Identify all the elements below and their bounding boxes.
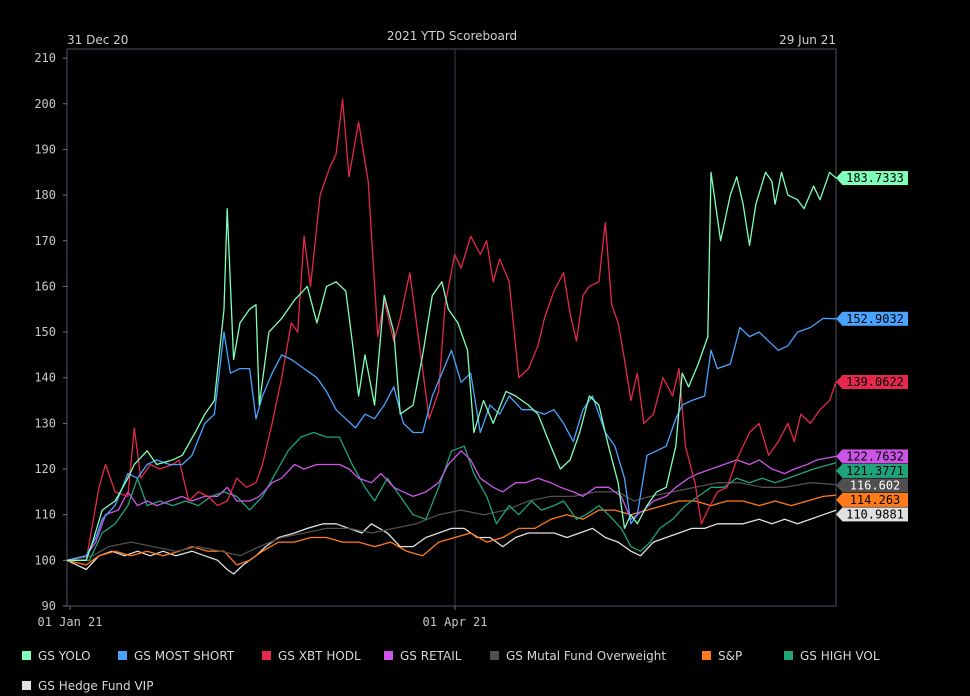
- legend-swatch: [490, 651, 499, 660]
- legend-label: GS XBT HODL: [278, 649, 361, 663]
- y-tick-label: 170: [34, 234, 56, 248]
- series-line-gs-mutal-fund-overweight: [66, 482, 837, 561]
- legend-item[interactable]: GS MOST SHORT: [118, 649, 234, 663]
- y-tick-label: 210: [34, 51, 56, 65]
- value-pointer: [836, 312, 842, 326]
- legend-label: GS Mutal Fund Overweight: [506, 649, 667, 663]
- y-tick-label: 110: [34, 508, 56, 522]
- value-pointer: [836, 171, 842, 185]
- series-line-gs-retail: [66, 450, 837, 561]
- value-box: [842, 463, 908, 478]
- legend-label: GS YOLO: [38, 649, 91, 663]
- legend-swatch: [784, 651, 793, 660]
- value-pointer: [836, 375, 842, 389]
- legend-swatch: [262, 651, 271, 660]
- series-line-gs-yolo: [67, 171, 837, 561]
- legend-label: GS HIGH VOL: [800, 649, 880, 663]
- legend-swatch: [384, 651, 393, 660]
- value-box: [842, 375, 908, 390]
- value-pointer: [836, 478, 842, 492]
- legend-item[interactable]: GS HIGH VOL: [784, 649, 880, 663]
- legend-label: GS Hedge Fund VIP: [38, 679, 154, 693]
- value-label: 122.7632: [846, 449, 904, 463]
- value-pointer: [836, 507, 842, 521]
- value-label: 110.9881: [846, 507, 904, 521]
- legend-item[interactable]: GS Mutal Fund Overweight: [490, 649, 666, 663]
- legend-item[interactable]: S&P: [702, 649, 742, 663]
- value-box: [842, 449, 908, 464]
- legend-swatch: [702, 651, 711, 660]
- plot-frame: [66, 48, 837, 607]
- value-box: [842, 478, 908, 493]
- y-tick-label: 120: [34, 462, 56, 476]
- series-line-gs-xbt-hodl: [67, 98, 837, 561]
- y-tick-label: 160: [34, 279, 56, 293]
- value-label: 183.7333: [846, 171, 904, 185]
- y-tick-label: 140: [34, 371, 56, 385]
- legend-swatch: [22, 681, 31, 690]
- value-label: 121.3771: [846, 464, 904, 478]
- value-pointer: [836, 464, 842, 478]
- y-tick-label: 190: [34, 142, 56, 156]
- value-box: [842, 311, 908, 326]
- legend-label: GS RETAIL: [400, 649, 462, 663]
- value-label: 114.263: [850, 493, 901, 507]
- y-tick-label: 90: [42, 599, 56, 613]
- x-tick-label: 01 Apr 21: [422, 615, 487, 629]
- legend-item[interactable]: GS RETAIL: [384, 649, 461, 663]
- value-box: [842, 492, 908, 507]
- value-label: 116.602: [850, 478, 901, 492]
- value-pointer: [836, 449, 842, 463]
- x-tick-label: 01 Jan 21: [37, 615, 102, 629]
- y-tick-label: 130: [34, 416, 56, 430]
- series-line-gs-hedge-fund-vip: [66, 509, 837, 575]
- series-line-gs-high-vol: [67, 431, 837, 561]
- value-label: 152.9032: [846, 312, 904, 326]
- legend-label: S&P: [718, 649, 743, 663]
- legend-label: GS MOST SHORT: [134, 649, 235, 663]
- legend-item[interactable]: GS YOLO: [22, 649, 91, 663]
- chart-title: 2021 YTD Scoreboard: [387, 29, 517, 43]
- end-date-label: 29 Jun 21: [779, 33, 836, 47]
- value-box: [842, 507, 908, 522]
- legend-swatch: [118, 651, 127, 660]
- y-tick-label: 150: [34, 325, 56, 339]
- legend-item[interactable]: GS XBT HODL: [262, 649, 361, 663]
- y-tick-label: 200: [34, 97, 56, 111]
- start-date-label: 31 Dec 20: [67, 33, 128, 47]
- chart-canvas: 2021 YTD Scoreboard 31 Dec 20 29 Jun 21 90 1…: [34, 29, 908, 629]
- series-line-gs-most-short: [66, 317, 837, 561]
- y-tick-label: 100: [34, 553, 56, 567]
- legend-item[interactable]: GS Hedge Fund VIP: [22, 679, 153, 693]
- legend-swatch: [22, 651, 31, 660]
- value-pointer: [836, 493, 842, 507]
- value-box: [842, 171, 908, 186]
- y-tick-label: 180: [34, 188, 56, 202]
- value-label: 139.0622: [846, 375, 904, 389]
